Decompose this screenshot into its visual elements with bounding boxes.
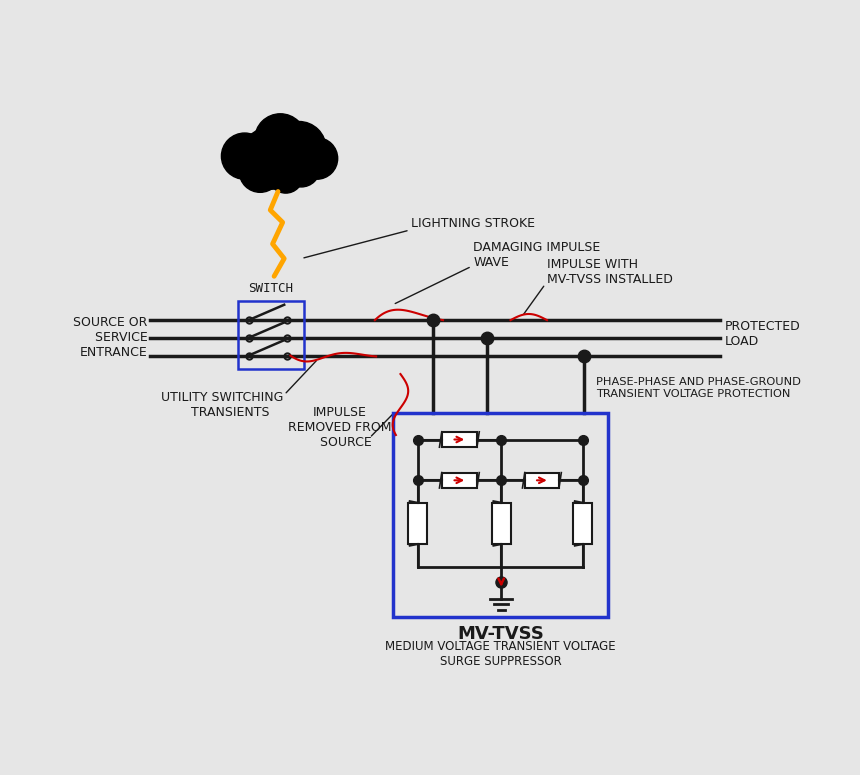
Text: LIGHTNING STROKE: LIGHTNING STROKE: [411, 218, 535, 230]
Text: DAMAGING IMPULSE
WAVE: DAMAGING IMPULSE WAVE: [473, 241, 600, 269]
Text: IMPULSE
REMOVED FROM
   SOURCE: IMPULSE REMOVED FROM SOURCE: [288, 406, 392, 450]
Bar: [442, 432, 477, 447]
Bar: [393, 412, 608, 617]
Circle shape: [272, 122, 326, 175]
Circle shape: [283, 150, 320, 187]
Text: SWITCH: SWITCH: [249, 282, 293, 294]
Text: PROTECTED
LOAD: PROTECTED LOAD: [725, 320, 801, 348]
Circle shape: [239, 128, 301, 189]
Circle shape: [296, 138, 338, 179]
Circle shape: [221, 133, 268, 179]
Text: SOURCE OR
  SERVICE
ENTRANCE: SOURCE OR SERVICE ENTRANCE: [73, 316, 148, 360]
Bar: [492, 503, 511, 544]
Bar: [408, 503, 427, 544]
Circle shape: [255, 114, 306, 164]
Bar: [442, 473, 477, 488]
Circle shape: [239, 151, 281, 192]
Bar: [525, 473, 559, 488]
Text: MEDIUM VOLTAGE TRANSIENT VOLTAGE
SURGE SUPPRESSOR: MEDIUM VOLTAGE TRANSIENT VOLTAGE SURGE S…: [385, 639, 616, 667]
Circle shape: [268, 159, 303, 193]
Text: UTILITY SWITCHING
    TRANSIENTS: UTILITY SWITCHING TRANSIENTS: [161, 391, 284, 419]
Text: MV-TVSS: MV-TVSS: [457, 625, 544, 642]
Bar: [237, 301, 304, 369]
Bar: [574, 503, 592, 544]
Text: PHASE-PHASE AND PHASE-GROUND
TRANSIENT VOLTAGE PROTECTION: PHASE-PHASE AND PHASE-GROUND TRANSIENT V…: [596, 377, 801, 398]
Text: IMPULSE WITH
MV-TVSS INSTALLED: IMPULSE WITH MV-TVSS INSTALLED: [547, 257, 673, 286]
